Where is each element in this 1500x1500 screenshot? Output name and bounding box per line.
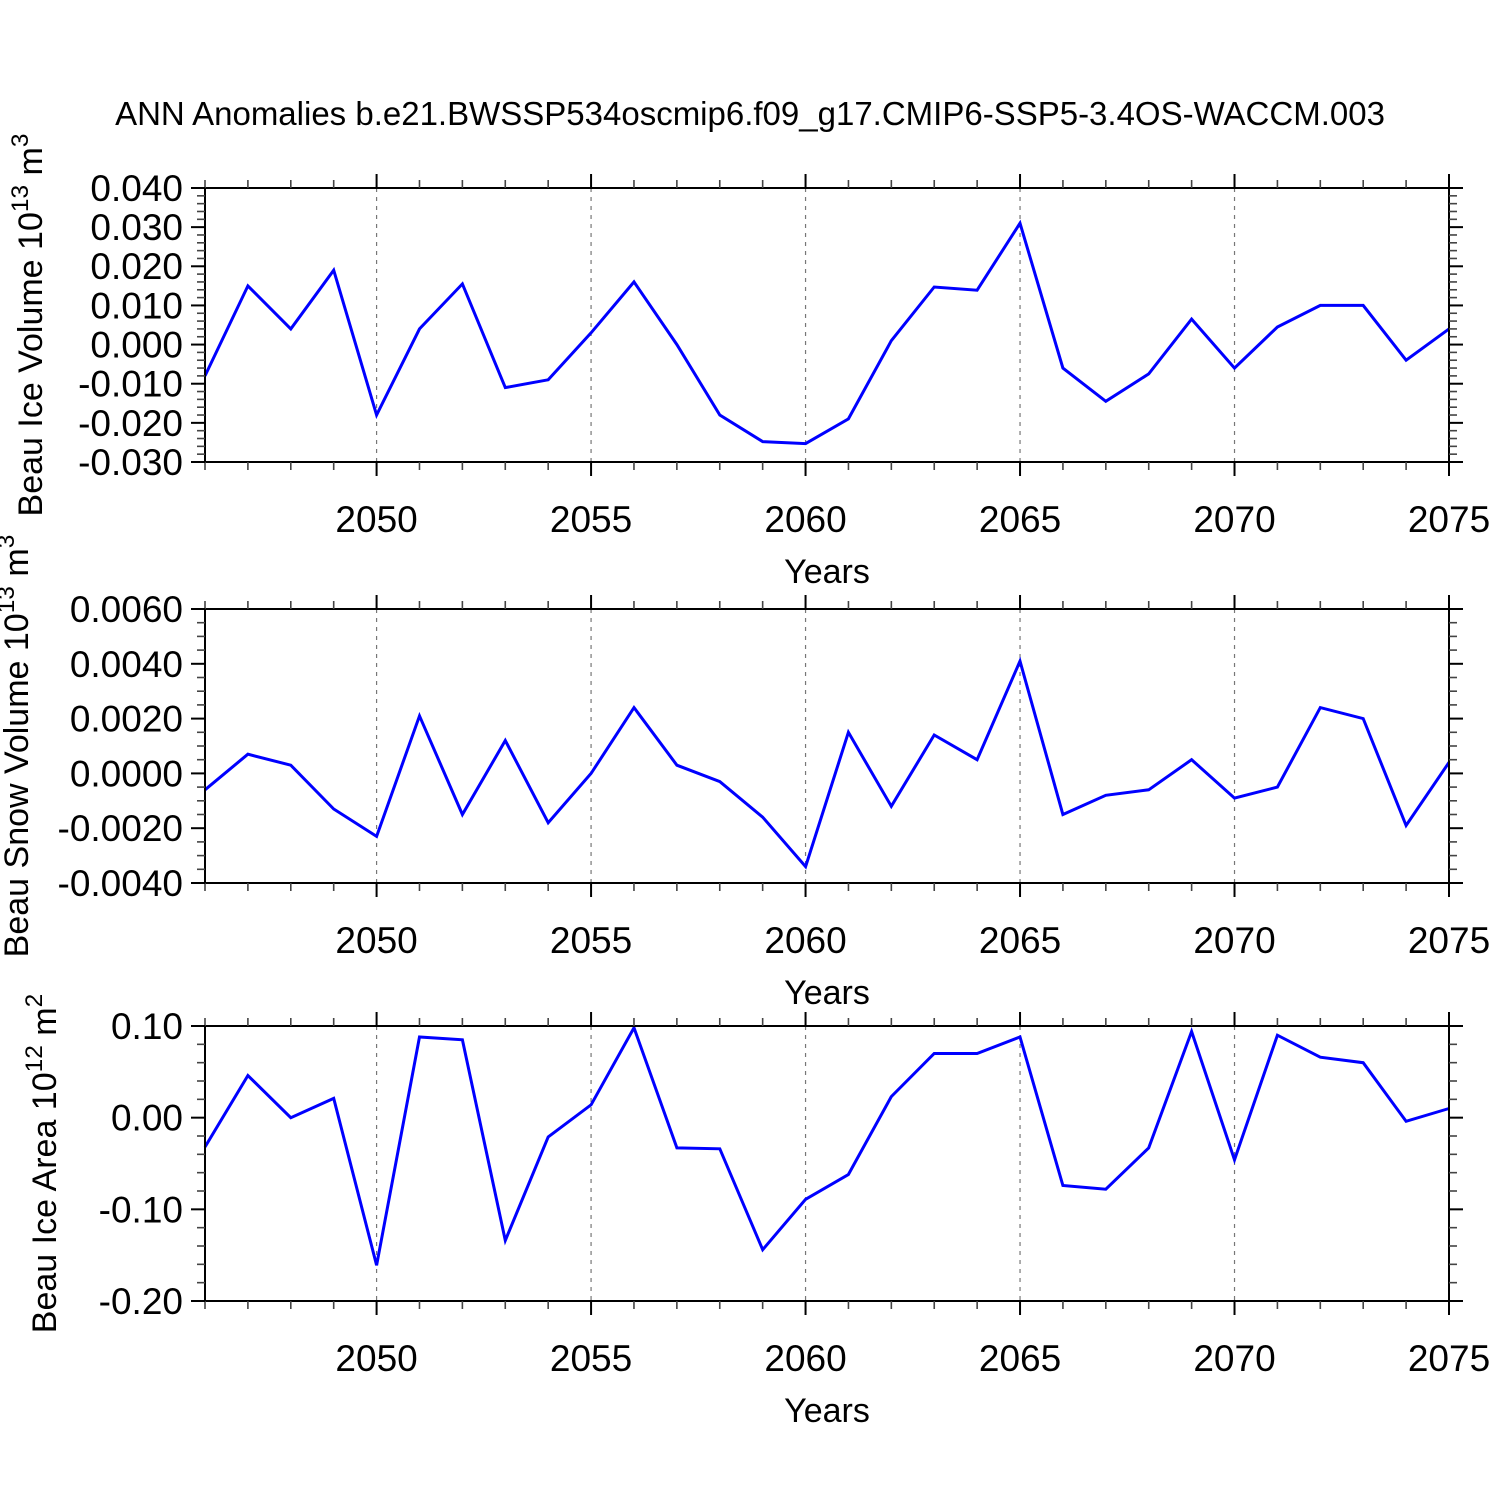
y-tick-label: 0.000	[90, 325, 183, 366]
y-axis-title: Beau Ice Volume 1013 m3	[7, 134, 50, 517]
y-tick-label: 0.030	[90, 207, 183, 248]
x-tick-label: 2065	[979, 1338, 1061, 1379]
x-tick-label: 2075	[1408, 920, 1490, 961]
x-axis-title: Years	[784, 1392, 870, 1430]
y-tick-label: 0.0000	[70, 753, 183, 794]
y-tick-label: 0.0020	[70, 699, 183, 740]
y-axis-title: Beau Ice Area 1012 m2	[21, 994, 64, 1333]
y-tick-label: -0.20	[99, 1281, 183, 1322]
plot-frame	[204, 187, 1450, 463]
x-tick-label: 2050	[335, 1338, 417, 1379]
y-tick-label: -0.020	[78, 403, 183, 444]
y-tick-label: 0.010	[90, 285, 183, 326]
x-tick-label: 2055	[550, 499, 632, 540]
x-tick-label: 2055	[550, 920, 632, 961]
y-tick-label: -0.10	[99, 1189, 183, 1230]
x-tick-label: 2070	[1193, 1338, 1275, 1379]
y-tick-label: 0.020	[90, 246, 183, 287]
plot-frame	[204, 1025, 1450, 1302]
y-tick-label: 0.0040	[70, 644, 183, 685]
x-tick-label: 2065	[979, 920, 1061, 961]
x-tick-label: 2050	[335, 499, 417, 540]
y-tick-label: 0.0060	[70, 589, 183, 630]
y-tick-label: 0.040	[90, 168, 183, 209]
x-tick-label: 2060	[764, 1338, 846, 1379]
x-tick-label: 2060	[764, 499, 846, 540]
x-axis-title: Years	[784, 553, 870, 591]
y-tick-label: -0.0040	[58, 863, 184, 904]
y-tick-label: -0.030	[78, 442, 183, 483]
x-tick-label: 2060	[764, 920, 846, 961]
data-line-snow-volume	[204, 656, 1451, 870]
x-tick-label: 2075	[1408, 499, 1490, 540]
data-line-ice-volume	[203, 219, 1450, 446]
y-tick-label: 0.00	[111, 1098, 183, 1139]
y-axis-title: Beau Snow Volume 1013 m3	[0, 535, 36, 958]
chart-title: ANN Anomalies b.e21.BWSSP534oscmip6.f09_…	[115, 95, 1385, 132]
x-tick-label: 2065	[979, 499, 1061, 540]
x-tick-label: 2050	[335, 920, 417, 961]
x-tick-label: 2055	[550, 1338, 632, 1379]
data-line-ice-area	[203, 1024, 1450, 1266]
x-axis-title: Years	[784, 974, 870, 1012]
x-tick-label: 2070	[1193, 499, 1275, 540]
plot-frame	[204, 608, 1450, 884]
panel-snow-volume: 0.0060 0.0040 0.0020 0.0000 -0.0020 -0.0040 20…	[0, 535, 1490, 1012]
y-tick-label: -0.0020	[58, 808, 184, 849]
panel-ice-volume: 0.0400.0300.0200.0100.000-0.010-0.020-0.…	[7, 134, 1490, 591]
x-tick-label: 2075	[1408, 1338, 1490, 1379]
y-tick-label: -0.010	[78, 364, 183, 405]
y-tick-label: 0.10	[111, 1006, 183, 1047]
panel-ice-area: 0.10 0.00 -0.10 -0.20 2050 2055 2060 2065 2070 20…	[21, 994, 1490, 1430]
x-tick-label: 2070	[1193, 920, 1275, 961]
